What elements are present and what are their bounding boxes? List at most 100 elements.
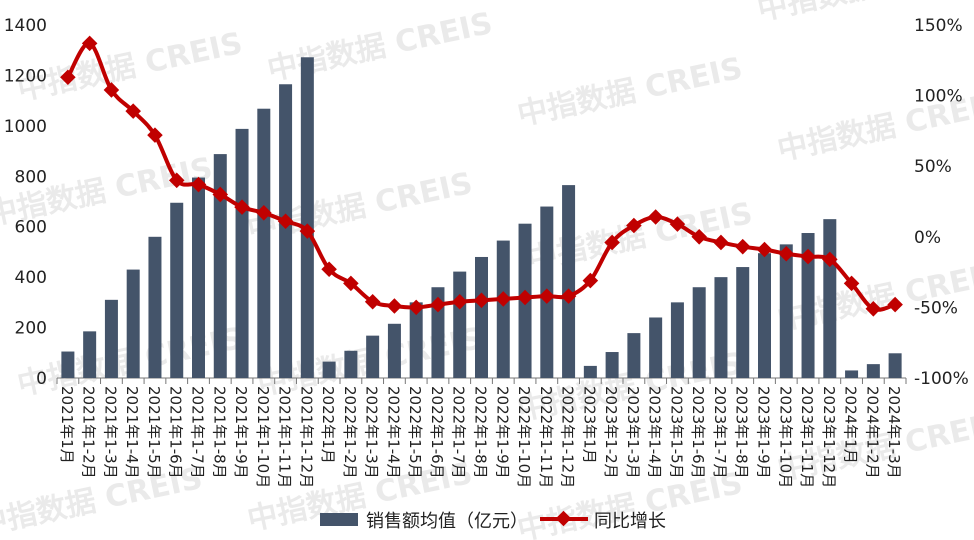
legend-line-marker: [555, 510, 572, 527]
line-marker: [125, 103, 141, 119]
line-marker: [256, 205, 272, 221]
bar: [170, 202, 184, 378]
x-tick-label: 2021年1-10月: [254, 386, 272, 488]
bar: [736, 267, 750, 378]
line-marker: [299, 223, 316, 239]
watermark-text: 中指数据 CREIS: [244, 166, 475, 248]
bar: [649, 317, 663, 378]
x-tick-label: 2021年1-6月: [167, 386, 185, 479]
x-tick-label: 2022年1-8月: [472, 386, 490, 479]
y-right-tick-label: 50%: [914, 157, 952, 177]
bar: [344, 350, 358, 378]
bar: [496, 240, 510, 378]
line-marker: [190, 176, 207, 193]
y-left-tick-label: 1400: [4, 16, 47, 36]
bar: [257, 108, 271, 378]
watermark-text: 中指数据 CREIS: [14, 26, 245, 108]
line-marker: [626, 217, 642, 234]
y-right-tick-label: -100%: [914, 369, 969, 389]
bar: [475, 256, 488, 378]
x-tick-label: 2023年1-3月: [624, 386, 642, 479]
bar: [300, 57, 314, 378]
line-marker: [386, 298, 403, 314]
x-tick-label: 2023年1-4月: [646, 386, 664, 479]
x-tick-label: 2023年1-7月: [711, 386, 729, 479]
y-left-tick-label: 800: [15, 167, 47, 187]
x-tick-label: 2021年1-7月: [189, 386, 207, 479]
x-axis-ticks: 2021年1月 2021年1-2月 2021年1-3月 2021年1-4月 2021年1…: [58, 386, 903, 488]
legend: 销售额均值（亿元） 同比增长: [320, 510, 666, 532]
x-tick-label: 2023年1-8月: [733, 386, 751, 479]
y-right-tick-label: -50%: [914, 298, 958, 318]
x-tick-label: 2022年1-6月: [428, 386, 446, 479]
watermark-text: 中指数据 CREIS: [264, 6, 495, 88]
x-tick-label: 2023年1-12月: [820, 386, 838, 488]
x-tick-label: 2021年1-8月: [210, 386, 228, 479]
watermark-text: 中指数据 CREIS: [514, 51, 745, 133]
x-tick-label: 2021年1-3月: [101, 386, 119, 479]
line-marker: [713, 234, 729, 251]
x-tick-label: 2023年1-11月: [798, 386, 816, 488]
x-tick-label: 2022年1-5月: [406, 386, 424, 479]
y-right-tick-label: 150%: [914, 16, 963, 36]
x-tick-label: 2022年1-7月: [450, 386, 468, 479]
line-marker: [234, 199, 250, 215]
bar: [83, 331, 97, 378]
bar: [801, 233, 815, 378]
line-marker: [168, 172, 185, 189]
x-tick-label: 2023年1-6月: [689, 386, 707, 479]
x-tick-label: 2021年1-12月: [297, 386, 315, 488]
y-left-tick-label: 400: [15, 268, 47, 288]
bar: [888, 353, 902, 378]
line-marker: [669, 216, 686, 232]
x-tick-label: 2021年1-4月: [123, 386, 141, 479]
line-marker: [691, 229, 707, 245]
x-tick-label: 2023年1-9月: [755, 386, 773, 479]
bar-series: [61, 57, 902, 378]
y-right-tick-label: 0%: [914, 228, 941, 248]
bar: [366, 335, 380, 378]
y-axis-ticks: 0 200 400 600 800 1000 1200 1400 -100% -50% 0% 50% 1…: [4, 16, 969, 389]
x-tick-label: 2021年1-5月: [145, 386, 163, 479]
y-left-tick-label: 200: [15, 319, 47, 339]
bar: [823, 219, 837, 378]
bar: [235, 128, 249, 378]
bar: [431, 287, 445, 378]
legend-bar-swatch: [320, 513, 358, 526]
x-tick-label: 2021年1-9月: [232, 386, 250, 479]
line-marker: [277, 213, 294, 230]
axes: [56, 377, 907, 384]
bar: [583, 365, 597, 378]
x-tick-label: 2022年1-11月: [537, 386, 555, 488]
legend-line-label: 同比增长: [594, 511, 666, 532]
y-left-tick-label: 1000: [4, 117, 47, 137]
bar: [192, 177, 205, 378]
bar: [758, 253, 771, 378]
bar: [387, 323, 401, 378]
x-tick-label: 2022年1月: [319, 386, 337, 464]
y-left-tick-label: 1200: [4, 66, 47, 86]
x-tick-label: 2024年1-3月: [885, 386, 903, 479]
bar: [845, 370, 859, 378]
line-marker: [756, 241, 773, 258]
line-marker: [212, 186, 229, 203]
line-marker: [778, 245, 795, 262]
x-tick-label: 2022年1-2月: [341, 386, 359, 479]
bar: [213, 154, 227, 378]
line-marker: [103, 82, 120, 98]
bar: [126, 269, 140, 378]
x-tick-label: 2024年1-2月: [863, 386, 881, 479]
bar: [104, 299, 118, 378]
bar: [562, 185, 576, 378]
x-tick-label: 2021年1-11月: [276, 386, 294, 488]
x-tick-label: 2023年1-2月: [602, 386, 620, 479]
x-tick-label: 2023年1月: [580, 386, 598, 464]
bar: [322, 361, 336, 378]
bar: [779, 244, 793, 378]
bar: [61, 351, 75, 378]
x-tick-label: 2021年1月: [58, 386, 76, 464]
x-tick-label: 2021年1-2月: [80, 386, 98, 479]
bar: [453, 271, 467, 378]
bar: [866, 364, 880, 378]
